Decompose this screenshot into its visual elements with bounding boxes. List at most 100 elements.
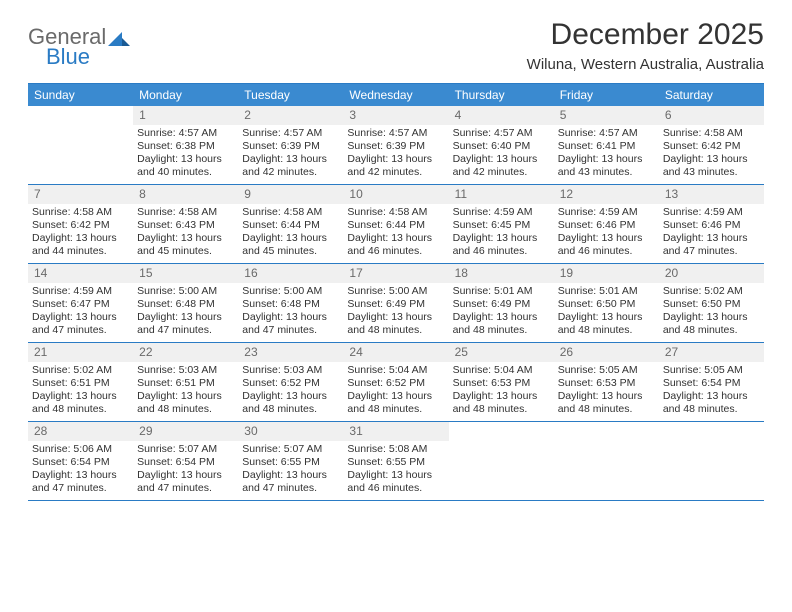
day-number: 8 (133, 185, 238, 204)
sunset-line: Sunset: 6:55 PM (347, 456, 444, 469)
sunrise-line: Sunrise: 4:57 AM (137, 127, 234, 140)
sunrise-line: Sunrise: 4:57 AM (558, 127, 655, 140)
sunset-line: Sunset: 6:50 PM (663, 298, 760, 311)
day-number: 6 (659, 106, 764, 125)
daylight-line-1: Daylight: 13 hours (663, 232, 760, 245)
sunrise-line: Sunrise: 5:07 AM (242, 443, 339, 456)
daylight-line-2: and 47 minutes. (137, 324, 234, 337)
sunset-line: Sunset: 6:44 PM (242, 219, 339, 232)
day-number: 14 (28, 264, 133, 283)
daylight-line-2: and 43 minutes. (558, 166, 655, 179)
day-number: 27 (659, 343, 764, 362)
day-number: 2 (238, 106, 343, 125)
sunrise-line: Sunrise: 4:58 AM (242, 206, 339, 219)
calendar-cell: 17Sunrise: 5:00 AMSunset: 6:49 PMDayligh… (343, 264, 448, 342)
day-number: 5 (554, 106, 659, 125)
daylight-line-1: Daylight: 13 hours (663, 390, 760, 403)
sunrise-line: Sunrise: 5:06 AM (32, 443, 129, 456)
sunset-line: Sunset: 6:49 PM (453, 298, 550, 311)
sunset-line: Sunset: 6:54 PM (32, 456, 129, 469)
day-number: 21 (28, 343, 133, 362)
calendar-cell: 26Sunrise: 5:05 AMSunset: 6:53 PMDayligh… (554, 343, 659, 421)
daylight-line-1: Daylight: 13 hours (32, 311, 129, 324)
calendar-cell: 23Sunrise: 5:03 AMSunset: 6:52 PMDayligh… (238, 343, 343, 421)
daylight-line-1: Daylight: 13 hours (242, 390, 339, 403)
sunrise-line: Sunrise: 5:04 AM (453, 364, 550, 377)
calendar-cell: 7Sunrise: 4:58 AMSunset: 6:42 PMDaylight… (28, 185, 133, 263)
daylight-line-2: and 48 minutes. (137, 403, 234, 416)
sunrise-line: Sunrise: 5:01 AM (558, 285, 655, 298)
title-block: December 2025 Wiluna, Western Australia,… (527, 18, 764, 73)
sunrise-line: Sunrise: 5:08 AM (347, 443, 444, 456)
calendar-cell: 5Sunrise: 4:57 AMSunset: 6:41 PMDaylight… (554, 106, 659, 184)
daylight-line-2: and 47 minutes. (242, 482, 339, 495)
calendar-cell: 30Sunrise: 5:07 AMSunset: 6:55 PMDayligh… (238, 422, 343, 500)
sunrise-line: Sunrise: 4:59 AM (558, 206, 655, 219)
daylight-line-1: Daylight: 13 hours (137, 232, 234, 245)
sunset-line: Sunset: 6:50 PM (558, 298, 655, 311)
daylight-line-2: and 42 minutes. (242, 166, 339, 179)
day-number: 12 (554, 185, 659, 204)
sunrise-line: Sunrise: 5:03 AM (242, 364, 339, 377)
logo: General Blue (28, 18, 130, 70)
calendar-cell: 1Sunrise: 4:57 AMSunset: 6:38 PMDaylight… (133, 106, 238, 184)
dow-tuesday: Tuesday (238, 84, 343, 106)
daylight-line-1: Daylight: 13 hours (32, 390, 129, 403)
day-number: 18 (449, 264, 554, 283)
calendar-cell: 10Sunrise: 4:58 AMSunset: 6:44 PMDayligh… (343, 185, 448, 263)
sunrise-line: Sunrise: 5:03 AM (137, 364, 234, 377)
daylight-line-2: and 48 minutes. (453, 324, 550, 337)
calendar-cell: 13Sunrise: 4:59 AMSunset: 6:46 PMDayligh… (659, 185, 764, 263)
calendar-cell: 11Sunrise: 4:59 AMSunset: 6:45 PMDayligh… (449, 185, 554, 263)
daylight-line-1: Daylight: 13 hours (558, 232, 655, 245)
sunrise-line: Sunrise: 5:01 AM (453, 285, 550, 298)
day-of-week-header: Sunday Monday Tuesday Wednesday Thursday… (28, 84, 764, 106)
sunrise-line: Sunrise: 4:58 AM (347, 206, 444, 219)
daylight-line-1: Daylight: 13 hours (137, 311, 234, 324)
location-line: Wiluna, Western Australia, Australia (527, 56, 764, 73)
day-number: 29 (133, 422, 238, 441)
dow-sunday: Sunday (28, 84, 133, 106)
sunrise-line: Sunrise: 4:57 AM (242, 127, 339, 140)
day-number: 26 (554, 343, 659, 362)
day-number: 7 (28, 185, 133, 204)
daylight-line-2: and 48 minutes. (453, 403, 550, 416)
calendar-cell: 25Sunrise: 5:04 AMSunset: 6:53 PMDayligh… (449, 343, 554, 421)
sunset-line: Sunset: 6:55 PM (242, 456, 339, 469)
daylight-line-1: Daylight: 13 hours (558, 311, 655, 324)
sunset-line: Sunset: 6:52 PM (347, 377, 444, 390)
logo-word-blue: Blue (46, 44, 130, 70)
day-number: 9 (238, 185, 343, 204)
day-number: 24 (343, 343, 448, 362)
calendar-cell: 2Sunrise: 4:57 AMSunset: 6:39 PMDaylight… (238, 106, 343, 184)
daylight-line-1: Daylight: 13 hours (453, 232, 550, 245)
sunrise-line: Sunrise: 5:02 AM (32, 364, 129, 377)
sunset-line: Sunset: 6:40 PM (453, 140, 550, 153)
sunrise-line: Sunrise: 5:04 AM (347, 364, 444, 377)
sunrise-line: Sunrise: 4:57 AM (347, 127, 444, 140)
calendar-cell: 20Sunrise: 5:02 AMSunset: 6:50 PMDayligh… (659, 264, 764, 342)
daylight-line-1: Daylight: 13 hours (242, 311, 339, 324)
daylight-line-2: and 48 minutes. (32, 403, 129, 416)
daylight-line-2: and 47 minutes. (32, 482, 129, 495)
sunset-line: Sunset: 6:39 PM (347, 140, 444, 153)
sunset-line: Sunset: 6:39 PM (242, 140, 339, 153)
sunrise-line: Sunrise: 4:57 AM (453, 127, 550, 140)
daylight-line-2: and 47 minutes. (242, 324, 339, 337)
week-row: 7Sunrise: 4:58 AMSunset: 6:42 PMDaylight… (28, 185, 764, 264)
day-number: 22 (133, 343, 238, 362)
day-number: 17 (343, 264, 448, 283)
calendar-cell-empty (449, 422, 554, 500)
dow-thursday: Thursday (449, 84, 554, 106)
day-number: 13 (659, 185, 764, 204)
sunset-line: Sunset: 6:48 PM (242, 298, 339, 311)
sunset-line: Sunset: 6:46 PM (558, 219, 655, 232)
sunrise-line: Sunrise: 4:58 AM (663, 127, 760, 140)
daylight-line-2: and 46 minutes. (347, 482, 444, 495)
sunset-line: Sunset: 6:44 PM (347, 219, 444, 232)
sunset-line: Sunset: 6:38 PM (137, 140, 234, 153)
dow-wednesday: Wednesday (343, 84, 448, 106)
sunset-line: Sunset: 6:46 PM (663, 219, 760, 232)
sunrise-line: Sunrise: 5:00 AM (137, 285, 234, 298)
day-number: 23 (238, 343, 343, 362)
